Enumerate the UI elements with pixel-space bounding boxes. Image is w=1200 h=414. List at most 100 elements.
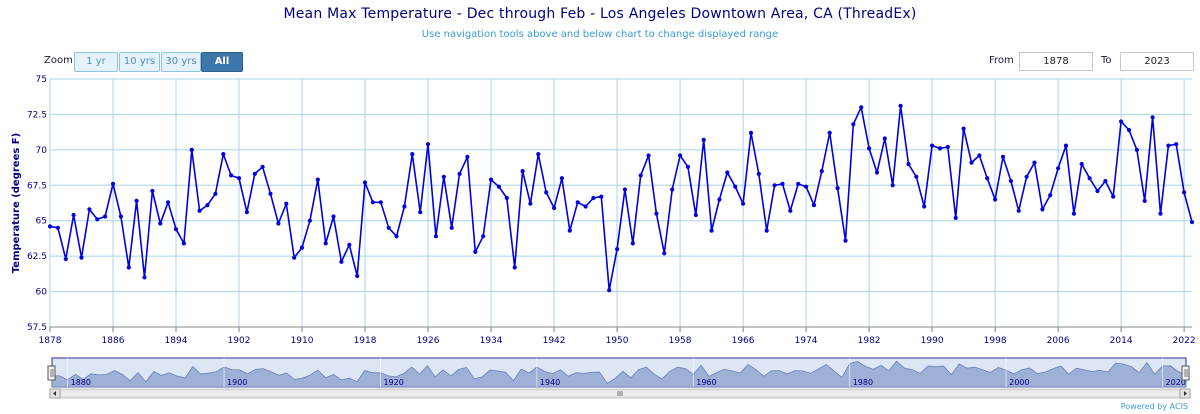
credit-link[interactable]: Powered by ACIS [1120,402,1188,411]
x-tick-label: 1926 [417,336,440,346]
data-point [95,217,100,222]
data-point [1189,220,1195,225]
data-point [851,122,856,127]
x-tick-label: 1934 [480,336,503,346]
data-point [890,183,895,188]
data-point [1024,174,1029,179]
range-to-input[interactable]: 2023 [1120,52,1194,71]
data-point [221,152,226,157]
data-point [47,224,53,229]
data-point [819,169,824,174]
chart-subtitle: Use navigation tools above and below cha… [421,29,779,40]
y-tick-label: 60 [36,288,48,298]
data-point [1134,147,1139,152]
data-point [1016,208,1021,213]
y-axis-title: Temperature (degrees F) [11,133,22,273]
scroll-right-arrow-icon [1184,391,1187,396]
data-point [945,144,950,150]
data-point [985,176,990,181]
data-point [1158,211,1163,216]
chart-title: Mean Max Temperature - Dec through Feb -… [283,6,917,22]
zoom-1yr-button[interactable]: 1 yr [74,52,118,72]
navigator-tick-label: 1960 [696,378,716,387]
data-point [449,225,454,230]
range-to-label: To [1101,55,1112,66]
y-tick-label: 70 [36,146,48,156]
data-point [1056,166,1061,171]
y-tick-label: 65 [36,217,47,227]
data-point [811,203,817,208]
data-point [867,146,872,151]
data-point [433,234,438,239]
data-point [780,181,785,186]
data-point [804,184,809,189]
data-point [1087,176,1092,181]
data-point [213,191,218,196]
data-point [1119,119,1124,124]
data-point [552,205,557,211]
range-from-input[interactable]: 1878 [1019,52,1093,71]
navigator-left-handle[interactable] [47,365,56,381]
zoom-all-button[interactable]: All [201,52,243,72]
data-point [441,174,446,179]
x-tick-label: 1886 [102,336,125,346]
data-point [103,214,108,219]
data-point [1000,154,1006,159]
y-tick-label: 72.5 [27,110,47,120]
x-tick-label: 2022 [1173,336,1196,346]
x-tick-label: 1998 [984,336,1007,346]
data-point [717,197,722,202]
data-point [1095,188,1100,194]
data-point [701,137,706,142]
y-tick-label: 67.5 [27,181,47,191]
data-point [205,203,210,208]
data-point [244,210,249,215]
data-point [756,171,761,176]
data-point [599,194,604,199]
data-point [654,211,659,216]
x-tick-label: 1966 [732,336,755,346]
data-point [425,142,431,147]
data-point [544,190,549,195]
data-point [748,130,754,135]
data-point [331,214,336,219]
data-point [1111,194,1116,199]
data-point [87,207,92,212]
data-point [969,160,974,165]
data-point [512,265,517,270]
data-point [315,177,320,182]
data-point [386,225,391,230]
data-point [71,212,76,218]
data-point [725,170,730,175]
data-point [1063,143,1069,148]
data-point [150,188,155,194]
data-point [615,247,620,252]
x-tick-label: 1894 [165,336,188,346]
data-point [1032,160,1037,165]
x-tick-label: 1982 [858,336,881,346]
data-point [646,153,651,158]
data-point [79,255,84,260]
data-point [418,210,423,215]
data-point [457,171,462,176]
data-point [709,228,714,233]
data-point [166,200,171,205]
data-point [772,183,777,188]
navigator-right-handle[interactable] [1181,365,1190,381]
data-point [859,105,864,110]
data-point [882,136,887,141]
data-point [370,200,375,205]
navigator-tick-label: 1900 [227,378,247,387]
navigator-tick-label: 2020 [1166,378,1186,387]
data-point [126,265,131,270]
data-point [1079,161,1084,167]
data-point [307,218,312,223]
zoom-30yrs-button[interactable]: 30 yrs [161,52,201,72]
x-tick-label: 1942 [543,336,566,346]
data-point [355,273,360,279]
data-point [1182,190,1187,195]
data-point [276,221,281,226]
data-point [378,200,383,205]
data-point [268,191,273,196]
zoom-10yrs-button[interactable]: 10 yrs [119,52,160,72]
